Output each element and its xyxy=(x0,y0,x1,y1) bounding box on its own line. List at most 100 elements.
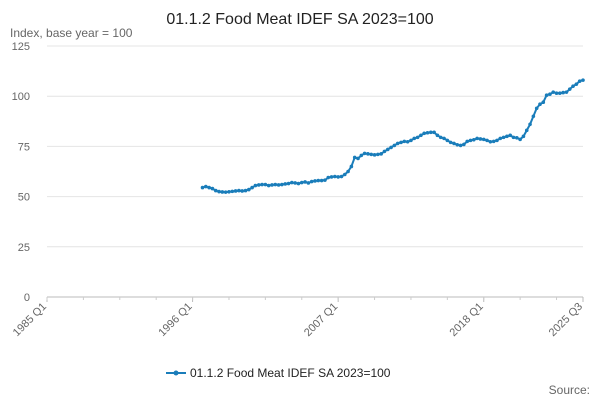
data-point xyxy=(379,152,383,156)
data-point xyxy=(306,181,311,185)
data-point xyxy=(333,174,337,179)
data-point xyxy=(518,137,522,142)
data-point xyxy=(475,136,479,141)
data-point xyxy=(505,134,509,139)
data-point xyxy=(495,138,499,143)
x-tick-label: 2025 Q3 xyxy=(547,301,585,339)
data-point xyxy=(299,180,304,185)
data-point xyxy=(581,78,585,82)
data-point xyxy=(528,122,532,127)
data-point xyxy=(220,190,225,194)
data-point xyxy=(303,180,307,184)
data-point xyxy=(372,153,377,157)
data-point xyxy=(541,100,546,105)
data-point xyxy=(402,139,407,144)
data-point xyxy=(445,138,450,143)
legend-label: 01.1.2 Food Meat IDEF SA 2023=100 xyxy=(190,366,391,380)
data-point xyxy=(359,153,364,158)
data-point xyxy=(574,82,579,86)
data-point xyxy=(253,183,258,188)
data-point xyxy=(498,136,503,141)
data-point xyxy=(399,140,403,145)
data-point xyxy=(339,174,344,179)
x-tick-label: 2007 Q1 xyxy=(302,301,340,339)
data-point xyxy=(326,175,331,180)
y-tick-label: 50 xyxy=(18,192,30,204)
data-point xyxy=(564,90,569,94)
data-point xyxy=(319,178,324,183)
data-point xyxy=(534,106,539,111)
data-point xyxy=(458,143,463,148)
series-line xyxy=(202,79,584,194)
data-point xyxy=(395,141,400,146)
data-point xyxy=(280,182,284,187)
data-point xyxy=(270,183,274,187)
data-point xyxy=(481,137,486,142)
y-tick-label: 0 xyxy=(24,292,30,304)
data-point xyxy=(283,182,288,186)
data-point xyxy=(263,182,268,187)
y-tick-label: 75 xyxy=(18,141,30,153)
data-point xyxy=(544,93,549,97)
legend-marker xyxy=(173,370,179,376)
data-point xyxy=(521,134,526,139)
data-point xyxy=(448,140,453,145)
data-point xyxy=(329,175,334,179)
data-point xyxy=(342,172,347,177)
data-point xyxy=(567,87,572,91)
data-point xyxy=(336,175,340,179)
data-point xyxy=(290,180,294,185)
data-point xyxy=(432,130,436,135)
data-point xyxy=(524,128,529,133)
data-point xyxy=(531,114,536,119)
data-point xyxy=(296,181,301,186)
data-point xyxy=(501,135,506,140)
data-point xyxy=(452,141,456,146)
data-point xyxy=(217,189,221,194)
data-point xyxy=(247,187,251,192)
data-point xyxy=(356,156,360,161)
data-point xyxy=(551,90,556,94)
data-point xyxy=(346,169,350,174)
data-point xyxy=(472,137,476,142)
data-point xyxy=(425,130,430,135)
data-point xyxy=(293,181,297,185)
data-point xyxy=(266,183,271,188)
data-point xyxy=(213,188,218,193)
x-tick-label: 1996 Q1 xyxy=(156,301,194,339)
data-point xyxy=(422,131,426,136)
data-point xyxy=(349,164,354,169)
data-point xyxy=(419,133,423,138)
data-point xyxy=(548,92,552,96)
data-point xyxy=(256,183,261,187)
data-point xyxy=(352,155,357,160)
data-point xyxy=(210,186,215,191)
data-point xyxy=(415,135,420,140)
data-point xyxy=(465,139,469,144)
data-point xyxy=(438,135,443,140)
x-tick-label: 2018 Q1 xyxy=(448,301,486,339)
data-point xyxy=(382,149,387,154)
data-point xyxy=(223,190,228,194)
chart-title: 01.1.2 Food Meat IDEF SA 2023=100 xyxy=(166,11,433,28)
data-point xyxy=(323,178,327,182)
data-point xyxy=(369,152,374,157)
source: Source: xyxy=(549,383,590,397)
data-point xyxy=(286,181,291,186)
data-point xyxy=(538,102,542,107)
data-point xyxy=(405,139,410,144)
data-point xyxy=(442,136,446,141)
data-point xyxy=(511,135,516,140)
data-point xyxy=(558,91,562,95)
data-point xyxy=(478,137,483,141)
data-point xyxy=(491,139,496,144)
data-point xyxy=(227,189,231,194)
data-point xyxy=(230,189,235,194)
data-point xyxy=(561,90,565,95)
data-point xyxy=(389,145,393,150)
data-point xyxy=(515,135,519,140)
data-point xyxy=(260,182,264,187)
data-point xyxy=(250,185,254,190)
data-point xyxy=(468,138,473,143)
